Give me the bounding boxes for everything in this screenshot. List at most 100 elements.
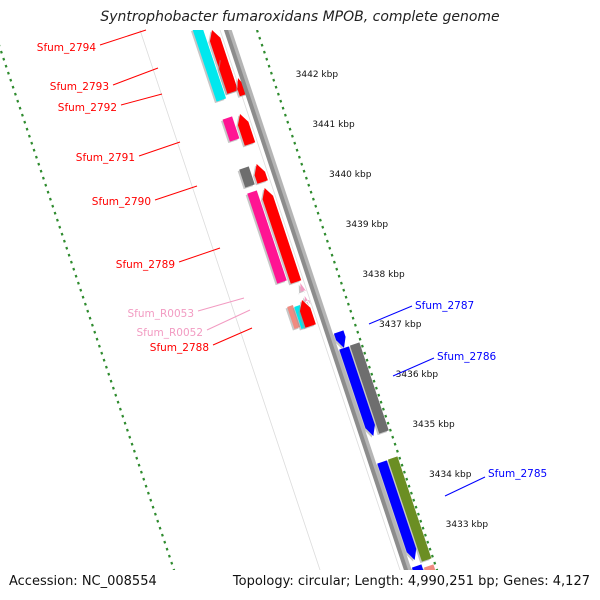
ruler-dot — [405, 477, 409, 481]
ruler-dot — [95, 337, 99, 341]
body — [349, 342, 389, 434]
leader-line — [368, 305, 413, 325]
ruler-dot — [0, 50, 3, 54]
ruler-dot — [288, 127, 292, 131]
gene-sfum-2790 — [253, 164, 268, 186]
ruler-dot — [39, 169, 43, 173]
label-sfum-2786: Sfum_2786 — [437, 351, 497, 363]
ruler-dot — [279, 99, 283, 103]
label-sfum-2791: Sfum_2791 — [76, 152, 135, 164]
ruler-dot — [163, 540, 167, 544]
gene-sfum-2787 — [332, 330, 346, 350]
ruler-dot — [181, 590, 182, 592]
ruler-dot — [398, 456, 402, 460]
ruler-dot — [4, 64, 8, 68]
ruler-dot — [281, 106, 285, 110]
cog-block-olive — [386, 456, 432, 564]
ruler-dot — [132, 449, 136, 453]
ruler-dot — [16, 99, 20, 103]
gene-sfum-2788 — [298, 300, 316, 330]
ruler-dot — [65, 246, 69, 250]
ruler-dot — [111, 386, 115, 390]
ruler-dot — [156, 519, 160, 523]
ruler-dot — [116, 400, 120, 404]
ruler-dot — [69, 260, 73, 264]
ruler-dot — [421, 526, 425, 530]
ruler-dot — [316, 211, 320, 215]
ruler-dot — [260, 43, 264, 47]
ruler-dot — [6, 71, 10, 75]
cog-block-cyan — [191, 30, 227, 104]
ruler-dot — [250, 9, 251, 11]
label-sfum-r0052: Sfum_R0052 — [136, 327, 203, 339]
ruler-dot — [114, 393, 118, 397]
ruler-tick-label: 3439 kbp — [346, 220, 389, 230]
ruler-dot — [335, 267, 339, 271]
ruler-dot — [262, 50, 266, 54]
leader-line — [392, 357, 435, 377]
ruler-dot — [370, 372, 374, 376]
ruler-dot — [153, 512, 157, 516]
gene-sfum-2786 — [337, 346, 375, 438]
ruler-dot — [430, 554, 434, 558]
ruler-tick-label: 3440 kbp — [329, 170, 372, 180]
ruler-dot — [44, 183, 48, 187]
label-sfum-2788: Sfum_2788 — [150, 342, 209, 354]
label-sfum-r0053: Sfum_R0053 — [127, 308, 194, 320]
body — [387, 456, 432, 562]
ruler-dot — [23, 120, 27, 124]
ruler-dot — [435, 568, 439, 570]
cog-block-gray — [348, 342, 389, 436]
ruler-dot — [25, 127, 29, 131]
ruler-tick-label: 3441 kbp — [312, 120, 355, 130]
ruler-dot — [252, 16, 253, 18]
ruler-dot — [409, 491, 413, 495]
shadow — [301, 297, 310, 309]
ruler-dot — [178, 583, 179, 585]
ruler-dot — [407, 484, 411, 488]
ruler-tick-label: 3442 kbp — [296, 70, 339, 80]
leader-line — [154, 185, 198, 201]
ruler-dot — [27, 134, 31, 138]
ruler-dot — [265, 57, 269, 61]
ruler-dot — [388, 428, 392, 432]
ruler-tick-label: 3438 kbp — [362, 270, 405, 280]
gene-sfum-r0053 — [298, 283, 307, 296]
ruler-dot — [302, 169, 306, 173]
body — [254, 164, 268, 184]
ruler-dot — [309, 190, 313, 194]
leader-line — [112, 67, 159, 86]
gene-sfum-2785 — [375, 460, 417, 562]
ruler-dot — [346, 302, 350, 306]
ruler-dot — [426, 540, 430, 544]
ruler-dot — [344, 295, 348, 299]
ruler-dot — [79, 288, 83, 292]
leader-line — [120, 93, 163, 106]
genome-summary-text: Topology: circular; Length: 4,990,251 bp… — [232, 574, 590, 589]
body — [222, 116, 240, 142]
ruler-dot — [176, 576, 177, 578]
body — [247, 190, 287, 284]
ruler-dot — [149, 498, 153, 502]
ruler-dot — [269, 71, 273, 75]
leader-line — [444, 476, 486, 497]
ruler-dot — [395, 449, 399, 453]
ruler-dot — [160, 533, 164, 537]
body — [300, 283, 307, 294]
ruler-dot — [109, 379, 113, 383]
ruler-dot — [18, 106, 22, 110]
ruler-dot — [30, 141, 34, 145]
ruler-dot — [444, 590, 445, 592]
ruler-dot — [53, 211, 57, 215]
ruler-dot — [323, 232, 327, 236]
ruler-dot — [318, 218, 322, 222]
ruler-dot — [97, 344, 101, 348]
accession-text: Accession: NC_008554 — [9, 574, 157, 589]
ruler-dot — [2, 57, 6, 61]
lane-band — [139, 30, 401, 570]
ruler-dot — [107, 372, 111, 376]
body — [287, 305, 301, 329]
ruler-tick-label: 3437 kbp — [379, 320, 422, 330]
ruler-dot — [100, 351, 104, 355]
